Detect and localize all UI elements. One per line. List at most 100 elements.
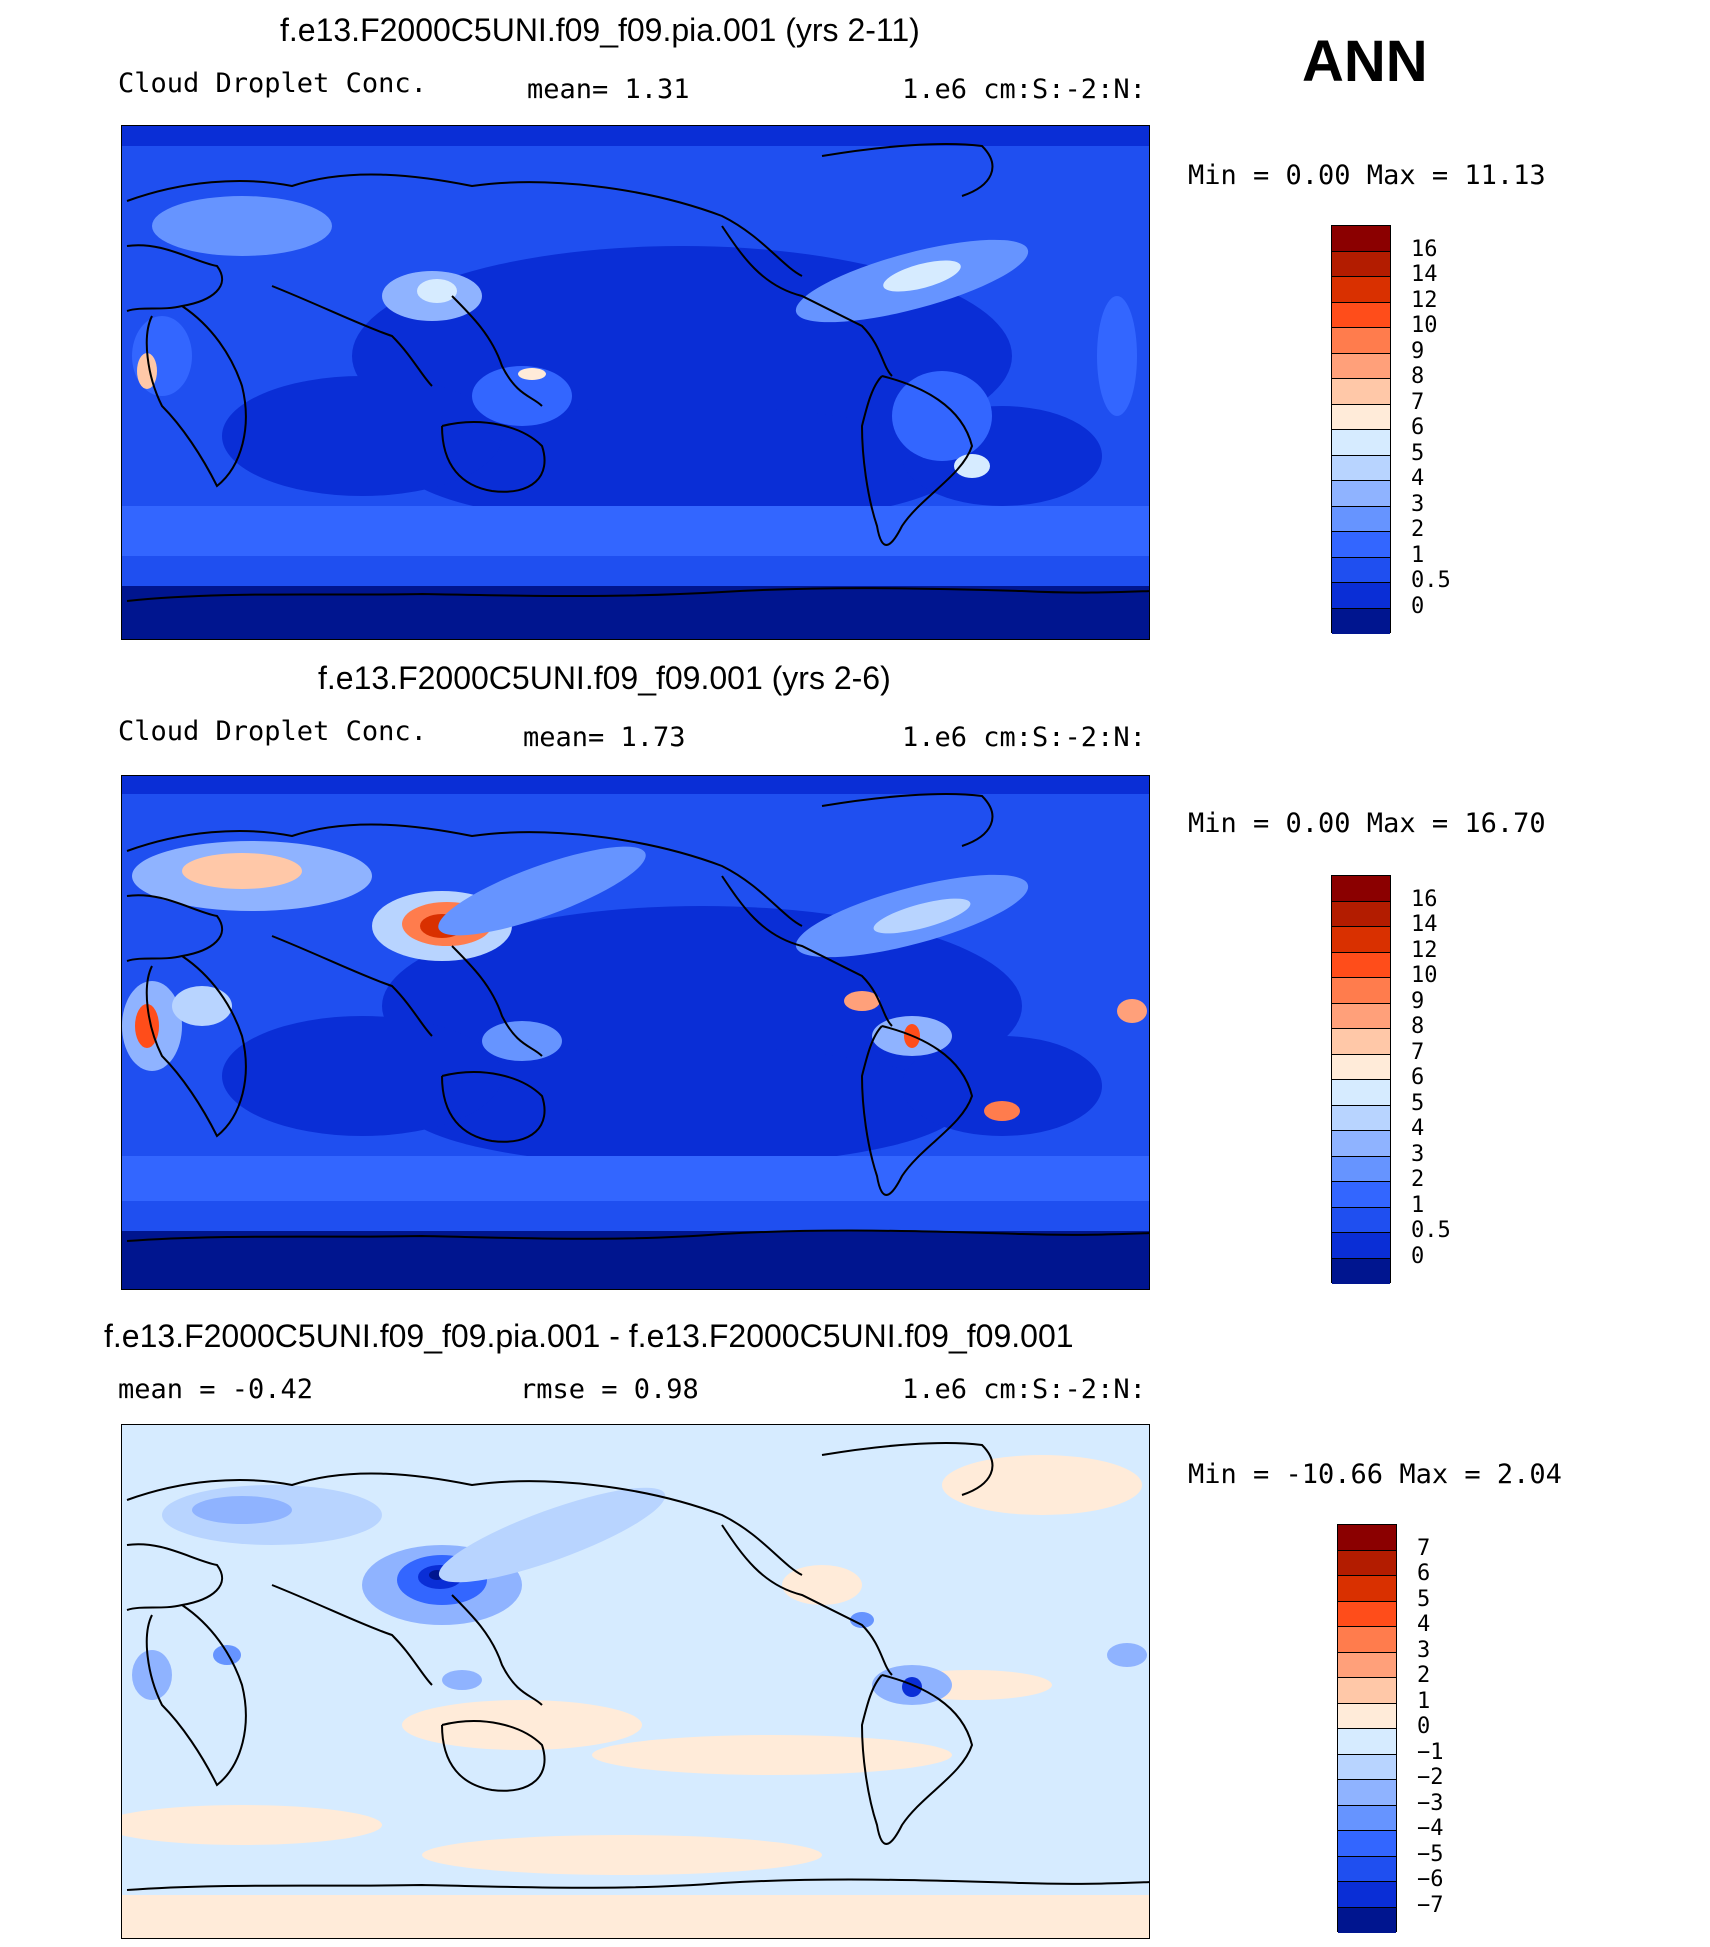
colorbar-bar	[1331, 875, 1391, 1284]
colorbar-bar	[1337, 1524, 1397, 1933]
panel2-title: f.e13.F2000C5UNI.f09_f09.001 (yrs 2-6)	[318, 660, 891, 696]
colorbar-swatch	[1338, 1550, 1396, 1576]
colorbar-swatch	[1338, 1576, 1396, 1602]
colorbar-swatch	[1332, 532, 1390, 558]
colorbar-swatch	[1332, 1258, 1390, 1284]
colorbar-label: 3	[1417, 1637, 1431, 1663]
colorbar-label: −6	[1417, 1867, 1444, 1892]
panel2-map-svg	[122, 776, 1149, 1289]
colorbar-swatch	[1332, 1080, 1390, 1106]
colorbar-swatch	[1338, 1601, 1396, 1627]
colorbar-swatch	[1332, 1156, 1390, 1182]
colorbar-label: 1	[1417, 1688, 1431, 1714]
panel3-colorbar: 7 6 5 4 3 2 1 0 −1 −2 −3 −4 −5 −6 −7	[1337, 1524, 1444, 1933]
colorbar-label: 2	[1411, 517, 1425, 542]
colorbar-label: −5	[1417, 1841, 1444, 1867]
colorbar-label: 2	[1417, 1663, 1431, 1688]
colorbar-label: 9	[1411, 338, 1425, 364]
colorbar-label: 14	[1411, 262, 1438, 287]
panel2-minmax: Min = 0.00 Max = 16.70	[1188, 808, 1546, 839]
colorbar-swatch	[1332, 1003, 1390, 1029]
colorbar-swatch	[1332, 978, 1390, 1004]
panel3-mean: mean = -0.42	[118, 1374, 314, 1405]
panel1-colorbar: 16 14 12 10 9 8 7 6 5 4 3 2 1 0.5 0	[1331, 225, 1451, 634]
colorbar-label: 9	[1411, 988, 1425, 1014]
colorbar-label: 7	[1411, 1039, 1425, 1065]
colorbar-label: 4	[1411, 466, 1425, 491]
panel3-title: f.e13.F2000C5UNI.f09_f09.pia.001 - f.e13…	[104, 1318, 1074, 1354]
colorbar-swatch	[1338, 1525, 1396, 1551]
colorbar-label: 10	[1411, 963, 1438, 988]
colorbar-swatch	[1332, 353, 1390, 379]
colorbar-swatch	[1332, 430, 1390, 456]
colorbar-swatch	[1338, 1907, 1396, 1933]
colorbar-swatch	[1332, 1207, 1390, 1233]
colorbar-label: 14	[1411, 912, 1438, 937]
colorbar-label: 6	[1417, 1561, 1431, 1586]
colorbar-swatch	[1332, 251, 1390, 277]
colorbar-swatch	[1332, 226, 1390, 252]
colorbar-swatch	[1332, 302, 1390, 328]
panel2-colorbar: 16 14 12 10 9 8 7 6 5 4 3 2 1 0.5 0	[1331, 875, 1451, 1284]
colorbar-swatch	[1338, 1831, 1396, 1857]
colorbar-swatch	[1338, 1805, 1396, 1831]
colorbar-bar	[1331, 225, 1391, 634]
colorbar-swatch	[1338, 1652, 1396, 1678]
colorbar-swatch	[1338, 1627, 1396, 1653]
colorbar-label: 6	[1411, 1065, 1425, 1090]
panel2-map	[121, 775, 1150, 1290]
colorbar-label: −1	[1417, 1739, 1444, 1765]
colorbar-swatch	[1332, 506, 1390, 532]
colorbar-swatch	[1332, 1029, 1390, 1055]
colorbar-label: −4	[1417, 1816, 1444, 1841]
colorbar-label: 0	[1411, 593, 1425, 619]
colorbar-label: 4	[1411, 1116, 1425, 1141]
colorbar-label: 0.5	[1411, 568, 1451, 593]
colorbar-label: 8	[1411, 1014, 1425, 1039]
colorbar-swatch	[1338, 1780, 1396, 1806]
colorbar-swatch	[1332, 876, 1390, 902]
colorbar-label: −3	[1417, 1790, 1444, 1816]
panel1-map-svg	[122, 126, 1149, 639]
colorbar-swatch	[1332, 481, 1390, 507]
panel1-minmax: Min = 0.00 Max = 11.13	[1188, 160, 1546, 191]
colorbar-swatch	[1332, 1182, 1390, 1208]
colorbar-label: 0.5	[1411, 1218, 1451, 1243]
colorbar-swatch	[1332, 952, 1390, 978]
colorbar-swatch	[1332, 379, 1390, 405]
colorbar-swatch	[1332, 1233, 1390, 1259]
colorbar-label: 1	[1411, 1192, 1425, 1218]
colorbar-label: 5	[1417, 1586, 1431, 1612]
colorbar-swatch	[1332, 583, 1390, 609]
colorbar-label: 12	[1411, 287, 1438, 313]
colorbar-label: 12	[1411, 937, 1438, 963]
panel3-map	[121, 1424, 1150, 1939]
panel1-title: f.e13.F2000C5UNI.f09_f09.pia.001 (yrs 2-…	[280, 12, 920, 48]
colorbar-label: 7	[1411, 389, 1425, 415]
colorbar-label: 16	[1411, 886, 1438, 912]
colorbar-swatch	[1338, 1678, 1396, 1704]
colorbar-label: −2	[1417, 1765, 1444, 1790]
colorbar-swatch	[1332, 927, 1390, 953]
colorbar-label: 5	[1411, 440, 1425, 466]
colorbar-swatch	[1332, 1131, 1390, 1157]
panel1-units: 1.e6 cm:S:-2:N:	[902, 74, 1146, 105]
panel1-mean: mean= 1.31	[527, 74, 690, 105]
colorbar-swatch	[1338, 1729, 1396, 1755]
colorbar-label: 10	[1411, 313, 1438, 338]
colorbar-swatch	[1332, 328, 1390, 354]
colorbar-label: 4	[1417, 1612, 1431, 1637]
colorbar-swatch	[1332, 277, 1390, 303]
panel3-map-svg	[122, 1425, 1149, 1938]
panel1-variable: Cloud Droplet Conc.	[118, 68, 427, 99]
panel3-units: 1.e6 cm:S:-2:N:	[902, 1374, 1146, 1405]
colorbar-label: 0	[1411, 1243, 1425, 1269]
colorbar-swatch	[1338, 1882, 1396, 1908]
colorbar-label: 3	[1411, 491, 1425, 517]
colorbar-label: 0	[1417, 1714, 1431, 1739]
panel2-units: 1.e6 cm:S:-2:N:	[902, 722, 1146, 753]
colorbar-swatch	[1332, 455, 1390, 481]
panel1-map	[121, 125, 1150, 640]
panel2-mean: mean= 1.73	[523, 722, 686, 753]
colorbar-label: 6	[1411, 415, 1425, 440]
